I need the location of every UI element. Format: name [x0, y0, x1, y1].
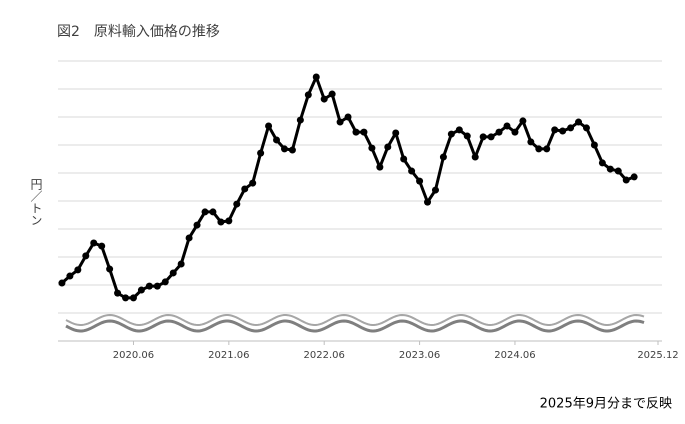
data-point: [575, 118, 583, 126]
data-point: [344, 113, 352, 121]
data-point: [606, 165, 614, 173]
data-point: [241, 185, 249, 193]
break-wave: [65, 313, 645, 327]
data-point: [567, 124, 575, 132]
data-point: [487, 133, 495, 141]
data-point: [296, 116, 304, 124]
data-point: [384, 143, 392, 151]
data-point: [455, 126, 463, 134]
data-point: [614, 167, 622, 175]
data-point: [265, 122, 273, 130]
data-point: [392, 129, 400, 137]
data-point: [201, 208, 209, 216]
data-point: [416, 177, 424, 185]
data-point: [66, 272, 74, 280]
data-point: [106, 265, 114, 273]
data-point: [320, 95, 328, 103]
x-tick-label: 2021.06: [208, 350, 249, 361]
x-tick-label: 2025.12: [637, 350, 678, 361]
data-point: [622, 176, 630, 184]
data-point: [559, 127, 567, 135]
data-point: [590, 141, 598, 149]
data-point: [114, 289, 122, 297]
data-point: [328, 90, 336, 98]
data-point: [273, 136, 281, 144]
data-point: [74, 266, 82, 274]
data-point: [217, 218, 225, 226]
data-point: [304, 91, 312, 99]
data-point: [519, 117, 527, 125]
data-point: [82, 252, 90, 260]
data-point: [122, 294, 130, 302]
data-point: [98, 242, 106, 250]
data-point: [185, 234, 193, 242]
data-point: [129, 294, 137, 302]
data-point: [471, 153, 479, 161]
data-point: [137, 286, 145, 294]
data-point: [543, 145, 551, 153]
data-point: [257, 149, 265, 157]
data-point: [376, 163, 384, 171]
data-point: [447, 130, 455, 138]
note: 2025年9月分まで反映: [540, 397, 672, 412]
data-point: [169, 269, 177, 277]
data-point: [463, 132, 471, 140]
data-point: [495, 128, 503, 136]
data-point: [233, 200, 241, 208]
data-point: [368, 144, 376, 152]
data-point: [535, 145, 543, 153]
x-tick-label: 2022.06: [304, 350, 345, 361]
data-point: [479, 133, 487, 141]
data-point: [145, 282, 153, 290]
data-point: [360, 128, 368, 136]
chart-title: 図2 原料輸入価格の推移: [57, 24, 220, 40]
x-tick-label: 2024.06: [494, 350, 535, 361]
data-point: [280, 145, 288, 153]
data-point: [598, 159, 606, 167]
data-point: [58, 279, 66, 287]
data-point: [288, 146, 296, 154]
data-point: [527, 138, 535, 146]
data-point: [352, 128, 360, 136]
y-axis-label: 円／トン: [29, 178, 43, 226]
data-point: [193, 221, 201, 229]
data-point: [225, 217, 233, 225]
data-point: [582, 124, 590, 132]
data-point: [424, 198, 432, 206]
data-point: [431, 186, 439, 194]
data-point: [90, 239, 98, 247]
data-point: [312, 73, 320, 81]
x-tick-label: 2023.06: [399, 350, 440, 361]
data-point: [249, 179, 257, 187]
x-tick-label: 2020.06: [113, 350, 154, 361]
axis-break: [65, 313, 645, 333]
break-wave: [65, 319, 645, 333]
data-point: [408, 167, 416, 175]
data-point: [209, 208, 217, 216]
data-point: [630, 173, 638, 181]
data-point: [551, 126, 559, 134]
data-point: [400, 155, 408, 163]
data-line: [60, 75, 635, 300]
data-point: [511, 128, 519, 136]
data-point: [161, 278, 169, 286]
data-point: [153, 282, 161, 290]
data-point: [336, 118, 344, 126]
data-point: [177, 260, 185, 268]
data-point: [439, 153, 447, 161]
data-point: [503, 122, 511, 130]
